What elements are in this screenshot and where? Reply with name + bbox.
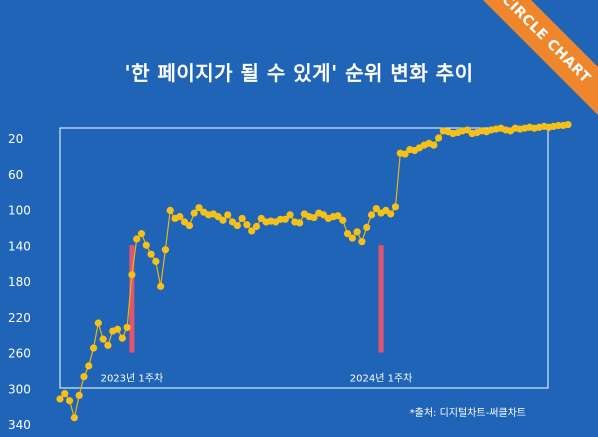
- rank-point: [243, 221, 251, 229]
- source-note: *출처: 디지털차트-써클차트: [409, 408, 526, 419]
- y-tick-label: 300: [8, 382, 31, 396]
- rank-point: [142, 241, 150, 249]
- rank-point: [190, 209, 198, 217]
- y-tick-label: 340: [8, 418, 31, 432]
- rank-point: [367, 211, 376, 219]
- annotation-label: 2023년 1주차: [101, 373, 164, 385]
- rank-point: [296, 219, 304, 227]
- rank-point: [343, 230, 352, 238]
- rank-point: [348, 234, 356, 242]
- rank-point: [195, 204, 203, 212]
- y-tick-label: 260: [8, 347, 31, 361]
- rank-point: [89, 344, 98, 352]
- rank-point: [94, 319, 102, 327]
- rank-point: [56, 395, 64, 403]
- rank-point: [61, 390, 69, 398]
- rank-point: [233, 221, 241, 230]
- annotation-bar: [378, 245, 384, 353]
- rank-point: [430, 141, 438, 149]
- annotation-bar: [129, 245, 135, 353]
- plot-frame: [59, 127, 549, 389]
- rank-point: [372, 205, 380, 213]
- rank-point: [334, 212, 342, 220]
- chart-title: '한 페이지가 될 수 있게' 순위 변화 추이: [124, 61, 474, 85]
- rank-point: [339, 216, 347, 224]
- rank-point: [118, 334, 126, 342]
- rank-point: [310, 213, 318, 222]
- y-tick-label: 60: [8, 168, 23, 182]
- rank-point: [224, 211, 232, 219]
- rank-point: [147, 250, 155, 258]
- rank-point: [152, 257, 160, 265]
- rank-point: [358, 238, 366, 246]
- rank-point: [248, 227, 256, 235]
- annotation-label: 2024년 1주차: [350, 373, 413, 385]
- rank-point: [219, 216, 227, 224]
- rank-point: [435, 134, 443, 142]
- rank-point: [252, 222, 261, 231]
- y-tick-label: 20: [8, 132, 23, 146]
- rank-point: [353, 228, 361, 236]
- rank-point: [238, 214, 246, 223]
- rank-point: [113, 325, 122, 333]
- rank-point: [80, 373, 88, 381]
- rank-point: [99, 335, 107, 343]
- rank-point: [185, 221, 193, 230]
- rank-point: [391, 203, 400, 211]
- rank-point: [104, 341, 112, 349]
- rank-point: [133, 235, 141, 243]
- y-tick-label: 100: [8, 204, 31, 218]
- rank-point: [161, 246, 170, 254]
- rank-point: [65, 397, 74, 405]
- rank-point: [363, 223, 371, 231]
- rank-point: [286, 211, 294, 219]
- rank-point: [157, 282, 165, 290]
- rank-point: [123, 323, 131, 332]
- rank-point: [176, 213, 184, 221]
- rank-point: [75, 391, 83, 399]
- y-tick-label: 140: [8, 239, 31, 253]
- rank-point: [70, 414, 78, 422]
- y-tick-label: 220: [8, 311, 31, 325]
- rank-point: [564, 120, 572, 129]
- rank-point: [387, 210, 395, 218]
- y-tick-label: 180: [8, 275, 31, 289]
- rank-point: [166, 206, 174, 214]
- rank-point: [281, 215, 289, 223]
- rank-point: [401, 150, 409, 158]
- rank-point: [85, 362, 93, 370]
- rank-point: [137, 230, 146, 238]
- rank-point: [128, 271, 136, 279]
